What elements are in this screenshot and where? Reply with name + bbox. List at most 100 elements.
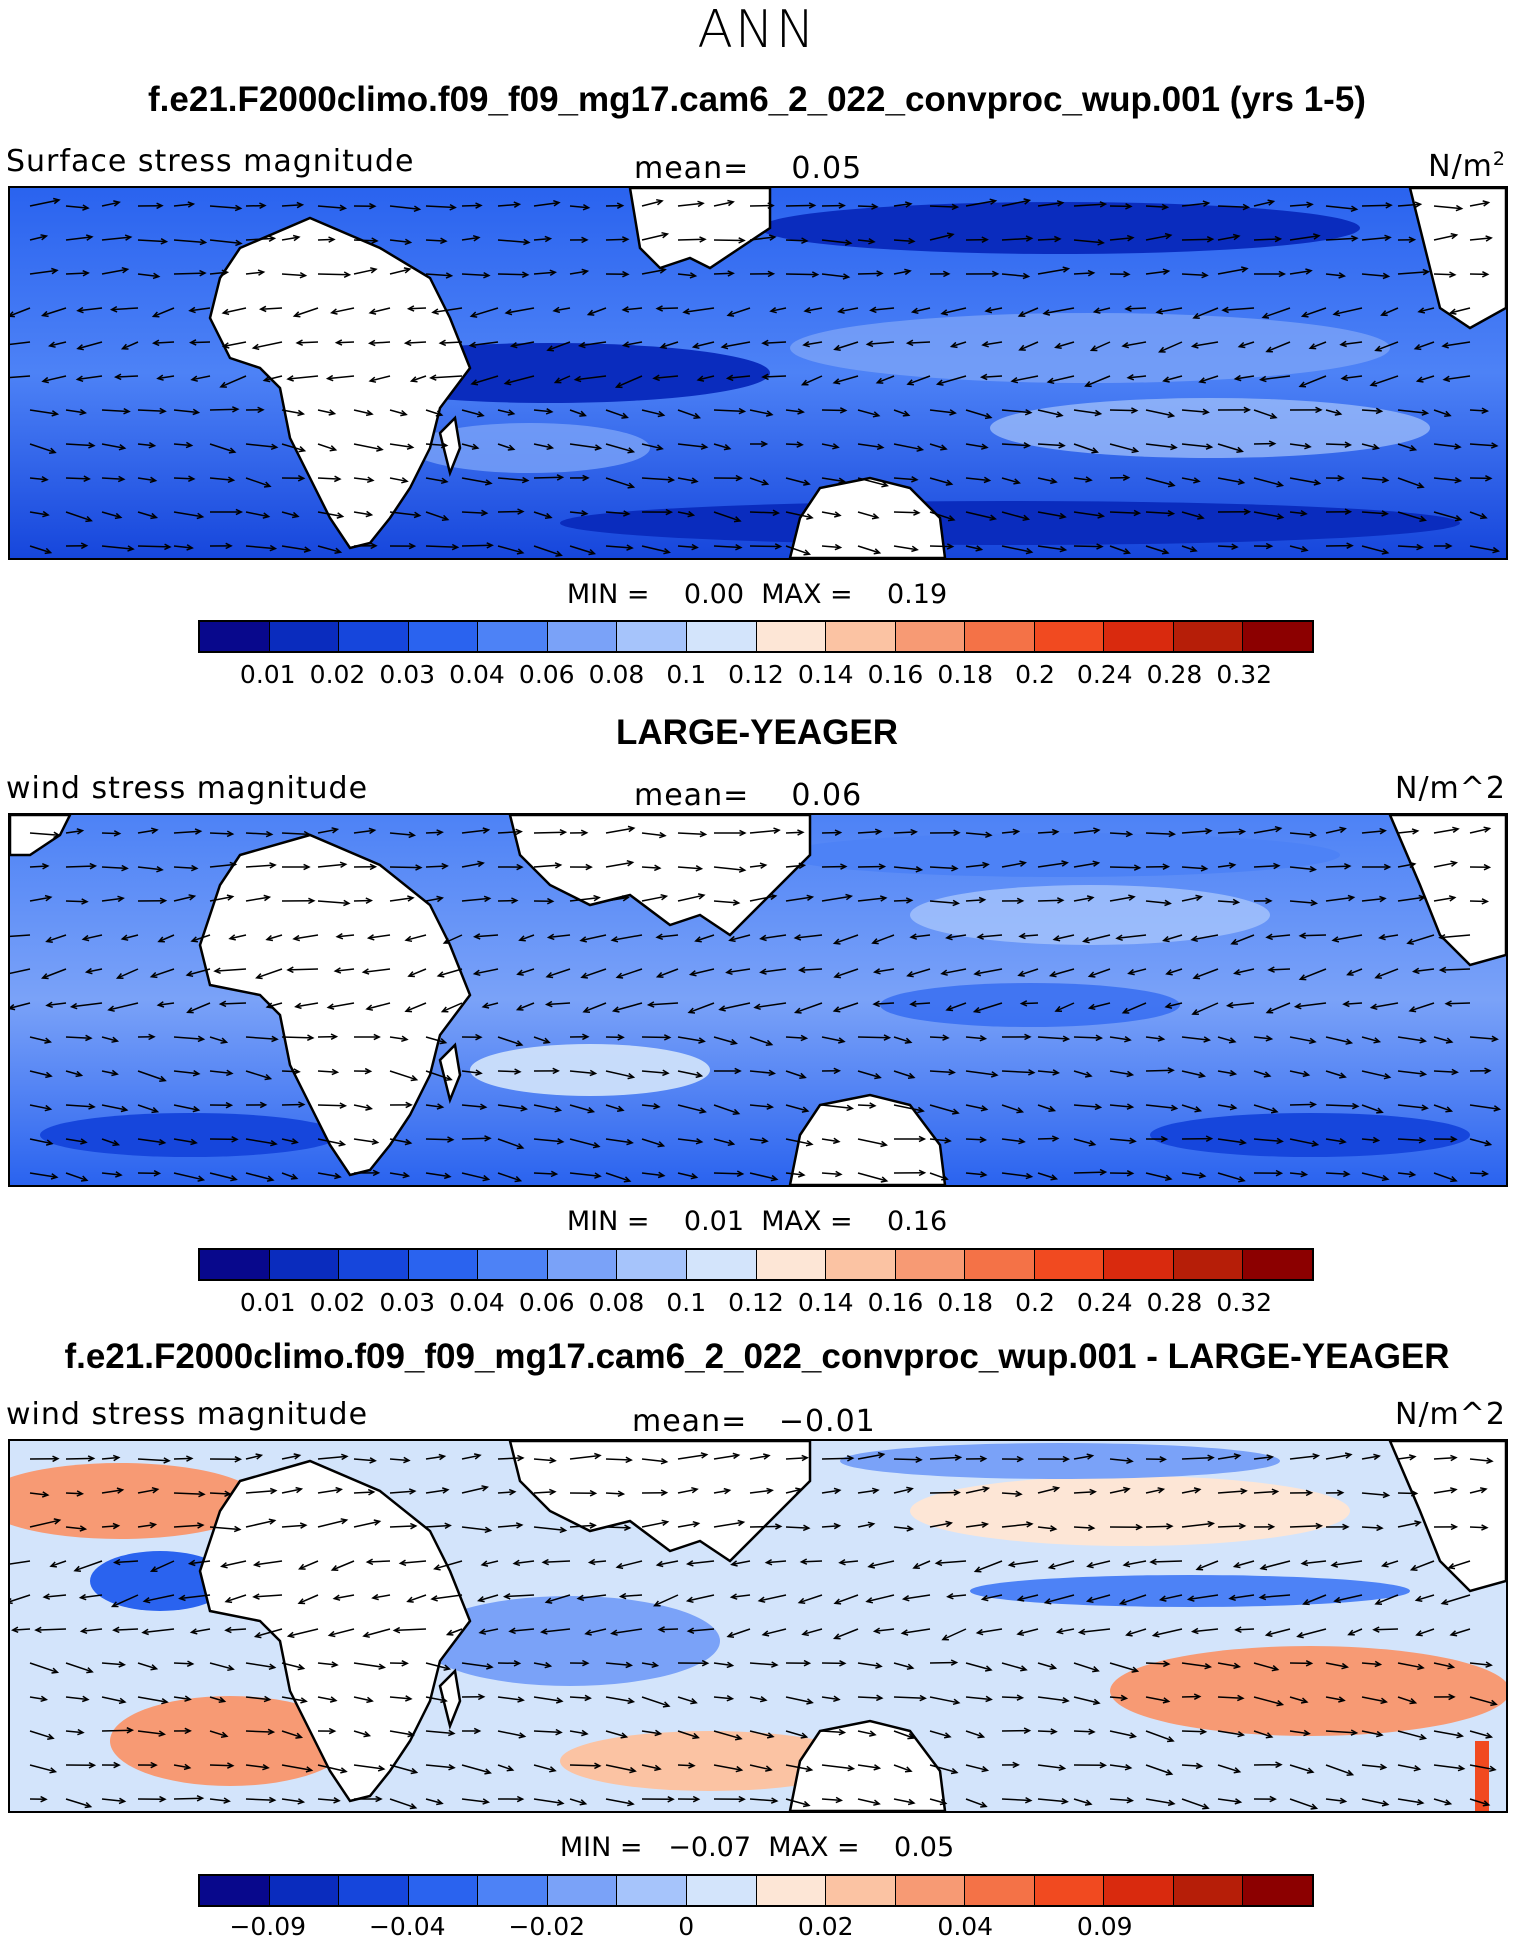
wind-vector-head xyxy=(329,445,338,452)
wind-vector-head xyxy=(86,1667,94,1674)
wind-vector-head xyxy=(626,1138,634,1146)
wind-vector xyxy=(749,1662,777,1666)
wind-vector xyxy=(546,968,571,978)
wind-vector-head xyxy=(1099,1168,1108,1176)
wind-vector xyxy=(687,1560,715,1565)
wind-vector xyxy=(641,200,663,207)
wind-vector-head xyxy=(545,971,554,979)
wind-vector-head xyxy=(659,342,668,350)
wind-vector xyxy=(762,341,787,344)
panel-3-colorbar-box xyxy=(200,1876,270,1905)
wind-vector-head xyxy=(73,1565,81,1572)
wind-vector-head xyxy=(1122,1560,1131,1568)
wind-vector xyxy=(569,205,589,209)
wind-vector-head xyxy=(257,269,266,276)
wind-vector-head xyxy=(1050,477,1058,485)
wind-vector-head xyxy=(837,307,845,314)
wind-vector-head xyxy=(979,1171,988,1178)
wind-vector-head xyxy=(653,1102,661,1110)
panel-3-asia xyxy=(508,1441,812,1563)
wind-vector-head xyxy=(235,508,244,516)
wind-vector xyxy=(245,477,271,488)
wind-vector-head xyxy=(401,477,409,484)
wind-vector-head xyxy=(366,934,375,941)
panel-2-colorbar-label: 0.14 xyxy=(797,1288,854,1317)
wind-vector xyxy=(1181,1172,1205,1177)
wind-vector xyxy=(1181,511,1204,519)
wind-vector xyxy=(1109,511,1140,514)
wind-vector-head xyxy=(1126,1457,1134,1465)
wind-vector xyxy=(1347,968,1363,976)
wind-vector-head xyxy=(1484,1140,1493,1147)
wind-vector-head xyxy=(403,1456,411,1464)
wind-vector xyxy=(179,1594,211,1600)
wind-vector-head xyxy=(627,1072,636,1080)
wind-vector-head xyxy=(1126,373,1135,381)
wind-vector xyxy=(1150,1560,1183,1563)
wind-vector xyxy=(605,1104,624,1112)
wind-vector-head xyxy=(1061,860,1069,867)
wind-vector-head xyxy=(1062,1696,1070,1704)
wind-vector-head xyxy=(621,306,630,313)
wind-vector xyxy=(1073,1662,1099,1672)
wind-vector xyxy=(461,544,493,547)
wind-vector xyxy=(1253,1104,1278,1113)
wind-vector-head xyxy=(1345,1038,1354,1045)
wind-vector-head xyxy=(1313,479,1322,486)
wind-vector xyxy=(766,1560,787,1564)
wind-vector-head xyxy=(516,1143,525,1150)
wind-vector-head xyxy=(1332,310,1341,317)
panel-2-americas xyxy=(1388,815,1506,967)
wind-vector xyxy=(965,200,996,207)
wind-vector-head xyxy=(150,1761,158,1769)
wind-vector-head xyxy=(770,1174,779,1182)
wind-vector-head xyxy=(582,474,590,482)
panel-3-colorbar-box xyxy=(339,1876,409,1905)
wind-vector xyxy=(533,1798,564,1805)
wind-vector-head xyxy=(230,1175,238,1182)
wind-vector-head xyxy=(1124,1763,1133,1771)
wind-vector-head xyxy=(541,1558,549,1566)
wind-vector xyxy=(821,1036,845,1043)
wind-vector xyxy=(1469,1104,1500,1110)
wind-vector-head xyxy=(973,1566,982,1573)
wind-vector-head xyxy=(803,1659,812,1667)
panel-2-nh-jet xyxy=(780,833,1340,877)
wind-vector xyxy=(281,1798,304,1803)
wind-vector-head xyxy=(1415,1630,1423,1637)
wind-vector xyxy=(173,1036,204,1040)
wind-vector-head xyxy=(972,1006,981,1014)
wind-vector-head xyxy=(88,1762,97,1769)
wind-vector xyxy=(1253,1036,1272,1040)
wind-vector-head xyxy=(833,1695,841,1703)
wind-vector-head xyxy=(1369,380,1378,387)
wind-vector-head xyxy=(689,272,698,279)
wind-vector xyxy=(209,1730,228,1738)
wind-vector-head xyxy=(340,1767,348,1774)
wind-vector-head xyxy=(286,966,294,974)
wind-vector-head xyxy=(1162,376,1170,383)
wind-vector xyxy=(29,1138,53,1145)
panel-1-colorbar-label: 0.14 xyxy=(797,660,854,689)
wind-vector-head xyxy=(40,973,49,980)
wind-vector-head xyxy=(328,236,336,243)
wind-vector-head xyxy=(546,443,555,451)
wind-vector-head xyxy=(1118,1598,1127,1606)
wind-vector xyxy=(941,968,967,975)
wind-vector xyxy=(1181,1456,1214,1460)
wind-vector xyxy=(101,1696,126,1703)
wind-vector-head xyxy=(188,475,196,482)
wind-vector-head xyxy=(760,440,769,448)
wind-vector-head xyxy=(333,967,342,974)
wind-vector xyxy=(317,1696,337,1702)
wind-vector xyxy=(209,1070,232,1075)
wind-vector xyxy=(857,1138,887,1146)
wind-vector xyxy=(1123,1002,1147,1014)
wind-vector xyxy=(173,1696,191,1701)
wind-vector xyxy=(461,1137,491,1140)
wind-vector xyxy=(1325,205,1357,211)
wind-vector-head xyxy=(1379,895,1387,903)
wind-vector xyxy=(1145,1525,1172,1528)
wind-vector xyxy=(1037,1070,1059,1074)
wind-vector xyxy=(1433,1488,1457,1494)
